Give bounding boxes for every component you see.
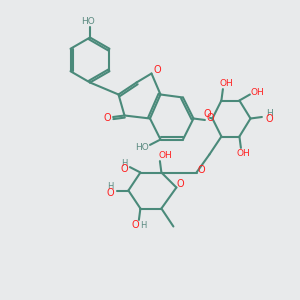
Text: O: O [203,109,211,119]
Text: O: O [206,113,214,123]
Text: H: H [266,109,272,118]
Text: O: O [177,178,184,189]
Text: O: O [106,188,114,198]
Text: O: O [265,114,273,124]
Text: O: O [120,164,128,174]
Text: H: H [107,182,114,191]
Text: OH: OH [158,151,172,160]
Text: O: O [153,65,161,75]
Text: H: H [121,159,127,168]
Text: OH: OH [250,88,264,97]
Text: OH: OH [236,149,250,158]
Text: HO: HO [82,16,95,26]
Text: O: O [131,220,139,230]
Text: O: O [103,113,111,123]
Text: OH: OH [220,79,234,88]
Text: H: H [140,220,147,230]
Text: O: O [197,165,205,175]
Text: HO: HO [136,143,149,152]
